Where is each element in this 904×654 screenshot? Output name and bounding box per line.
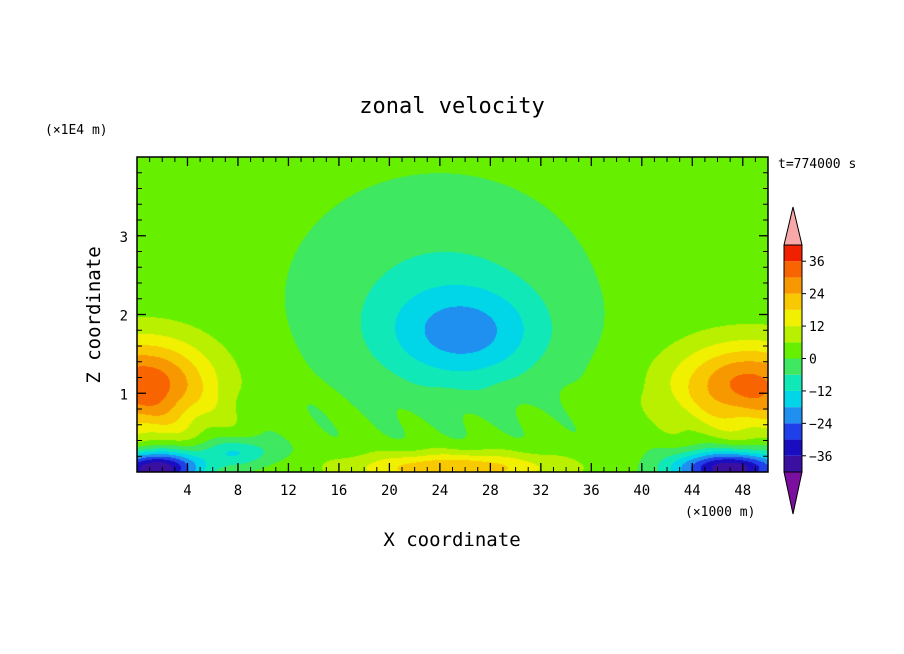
x-tick-label: 40 bbox=[633, 483, 650, 499]
y-tick-label: 1 bbox=[120, 387, 128, 403]
colorbar-segment bbox=[784, 245, 802, 262]
x-unit-label: (×1000 m) bbox=[685, 505, 755, 520]
y-tick-label: 3 bbox=[120, 230, 128, 246]
y-tick-label: 2 bbox=[120, 309, 128, 325]
y-axis: 1 2 3 bbox=[120, 172, 768, 457]
colorbar-tick-label: 0 bbox=[809, 353, 817, 368]
colorbar-tick-label: 12 bbox=[809, 320, 825, 335]
colorbar-segment bbox=[784, 309, 802, 327]
colorbar-tick-label: −12 bbox=[809, 385, 832, 400]
colorbar-segment bbox=[784, 374, 802, 391]
contour-field bbox=[137, 157, 768, 472]
x-tick-label: 12 bbox=[280, 483, 297, 499]
colorbar-segment bbox=[784, 423, 802, 440]
x-tick-label: 4 bbox=[183, 483, 191, 499]
colorbar-segment bbox=[784, 326, 802, 343]
colorbar-segment bbox=[784, 277, 802, 294]
colorbar: 36 24 12 0 −12 −24 −36 bbox=[783, 206, 833, 515]
x-tick-label: 28 bbox=[482, 483, 499, 499]
colorbar-segment bbox=[784, 407, 802, 424]
colorbar-segment bbox=[784, 455, 802, 472]
contour-plot bbox=[136, 156, 769, 473]
time-annotation: t=774000 s bbox=[778, 157, 856, 172]
colorbar-tick-label: −36 bbox=[809, 450, 832, 465]
x-tick-label: 20 bbox=[381, 483, 398, 499]
colorbar-segment bbox=[784, 358, 802, 375]
colorbar-tick-label: 36 bbox=[809, 255, 825, 270]
y-unit-label: (×1E4 m) bbox=[45, 123, 108, 138]
chart-title: zonal velocity bbox=[359, 94, 544, 119]
colorbar-tick-label: 24 bbox=[809, 288, 825, 303]
y-axis-label: Z coordinate bbox=[83, 246, 105, 383]
x-tick-label: 24 bbox=[431, 483, 448, 499]
x-axis: 4 8 12 16 20 24 28 32 36 40 44 48 bbox=[149, 157, 756, 499]
colorbar-segment bbox=[784, 439, 802, 456]
x-tick-label: 48 bbox=[734, 483, 751, 499]
x-tick-label: 32 bbox=[532, 483, 549, 499]
x-axis-label: X coordinate bbox=[383, 529, 520, 551]
colorbar-segment bbox=[784, 390, 802, 408]
colorbar-segment bbox=[784, 342, 802, 359]
x-tick-label: 8 bbox=[234, 483, 242, 499]
x-tick-label: 16 bbox=[330, 483, 347, 499]
colorbar-segment bbox=[784, 261, 802, 278]
x-tick-label: 44 bbox=[684, 483, 701, 499]
x-tick-label: 36 bbox=[583, 483, 600, 499]
colorbar-segment bbox=[784, 293, 802, 310]
colorbar-tick-label: −24 bbox=[809, 417, 833, 432]
